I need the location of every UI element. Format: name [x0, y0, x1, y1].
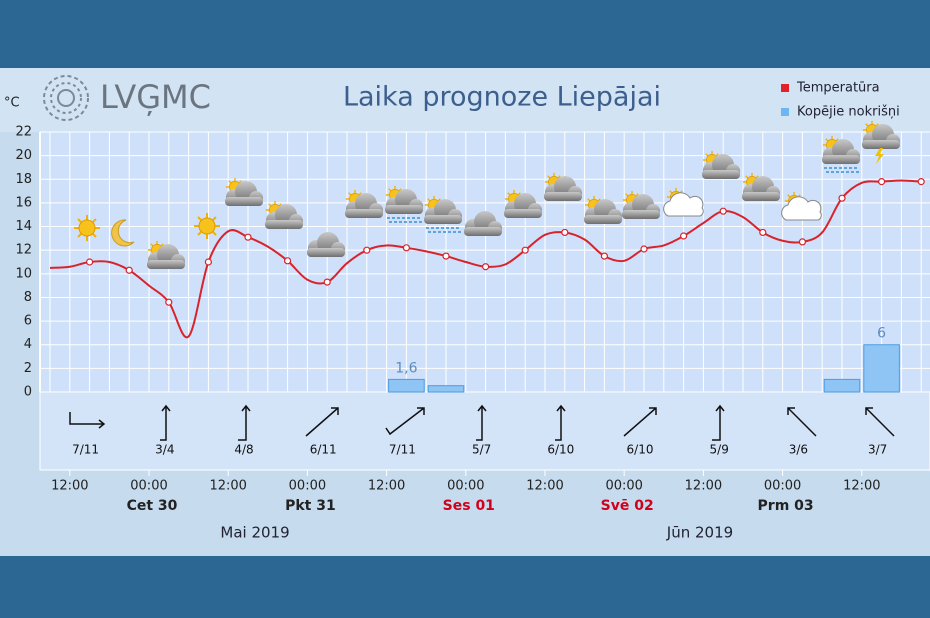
- precipitation-bar: [863, 344, 900, 393]
- y-tick-label: 12: [15, 243, 32, 258]
- x-tick-label: 12:00: [685, 479, 722, 494]
- x-tick-label: 12:00: [368, 479, 405, 494]
- y-tick-label: 10: [15, 266, 32, 281]
- wind-label: 3/4: [155, 443, 174, 457]
- y-tick-label: 4: [24, 337, 32, 352]
- y-tick-label: 18: [15, 172, 32, 187]
- wind-label: 6/11: [310, 443, 337, 457]
- wind-label: 5/9: [710, 443, 729, 457]
- chart-title: Laika prognoze Liepājai: [343, 82, 661, 113]
- wind-arrows: [69, 404, 895, 441]
- y-tick-label: 6: [24, 314, 32, 329]
- y-axis-label: °C: [4, 96, 20, 111]
- lines: [49, 178, 925, 339]
- legend-label: Temperatūra: [796, 81, 880, 96]
- temperature-marker: [482, 263, 490, 271]
- x-tick-label: 12:00: [51, 479, 88, 494]
- logo: LVĢMC: [100, 78, 211, 116]
- temperature-marker: [244, 233, 252, 241]
- legend-swatch: [781, 108, 789, 116]
- wind-label: 6/10: [627, 443, 654, 457]
- x-tick-label: 12:00: [843, 479, 880, 494]
- precipitation-bar: [388, 378, 425, 393]
- day-label: Prm 03: [758, 498, 814, 514]
- temperature-marker: [363, 246, 371, 254]
- wind-label: 6/10: [547, 443, 574, 457]
- precipitation-bar: [427, 385, 465, 393]
- data-label: 6: [877, 326, 886, 342]
- temperature-marker: [600, 252, 609, 260]
- y-tick-label: 0: [24, 385, 32, 400]
- temperature-marker: [640, 245, 648, 253]
- y-tick-label: 8: [24, 290, 32, 305]
- grid: [40, 131, 930, 393]
- x-tick-label: 00:00: [289, 479, 326, 494]
- day-label: Pkt 31: [285, 498, 336, 514]
- temperature-marker: [204, 258, 212, 266]
- temperature-marker: [284, 257, 292, 265]
- month-label: Jūn 2019: [666, 524, 733, 542]
- temperature-marker: [561, 228, 569, 237]
- temperature-marker: [759, 228, 767, 237]
- x-tick-label: 00:00: [130, 479, 167, 494]
- temperature-marker: [679, 232, 688, 240]
- temperature-marker: [838, 194, 846, 202]
- header: [0, 68, 930, 132]
- temperature-marker: [125, 266, 133, 274]
- day-label: Ses 01: [443, 498, 495, 514]
- legend-label: Kopējie nokrišņi: [797, 105, 900, 120]
- data-label: 1,6: [395, 360, 417, 376]
- x-tick-label: 00:00: [764, 479, 801, 494]
- y-tick-label: 14: [15, 219, 32, 234]
- wind-label: 7/11: [72, 443, 99, 457]
- x-tick-label: 12:00: [209, 479, 246, 494]
- temperature-marker: [917, 178, 925, 186]
- month-label: Mai 2019: [220, 524, 289, 542]
- bars: 1,66: [388, 326, 900, 393]
- temperature-marker: [165, 298, 173, 306]
- wind-label: 4/8: [234, 443, 253, 457]
- temperature-marker: [402, 244, 410, 252]
- temperature-marker: [719, 207, 727, 215]
- x-tick-label: 00:00: [605, 479, 642, 494]
- y-tick-label: 20: [15, 148, 32, 163]
- temperature-marker: [877, 178, 886, 186]
- day-label: Svē 02: [601, 498, 654, 514]
- wind-panel: [39, 391, 930, 471]
- temperature-marker: [798, 238, 807, 246]
- x-tick-label: 12:00: [526, 479, 563, 494]
- legend-swatch: [781, 84, 789, 92]
- day-label: Cet 30: [127, 498, 178, 514]
- wind-label: 5/7: [472, 443, 491, 457]
- y-tick-label: 16: [15, 195, 32, 210]
- wind-label: 3/7: [868, 443, 887, 457]
- wind-label: 7/11: [389, 443, 416, 457]
- weather-icons: [73, 121, 900, 269]
- precipitation-bar: [823, 378, 861, 393]
- temperature-marker: [442, 252, 450, 260]
- wind-label: 3/6: [789, 443, 808, 457]
- logo-icon: [43, 75, 89, 121]
- temperature-marker: [85, 258, 94, 266]
- temperature-marker: [521, 246, 529, 254]
- y-tick-label: 22: [15, 125, 32, 140]
- y-tick-label: 2: [24, 361, 32, 376]
- temperature-marker: [323, 278, 331, 286]
- x-tick-label: 00:00: [447, 479, 484, 494]
